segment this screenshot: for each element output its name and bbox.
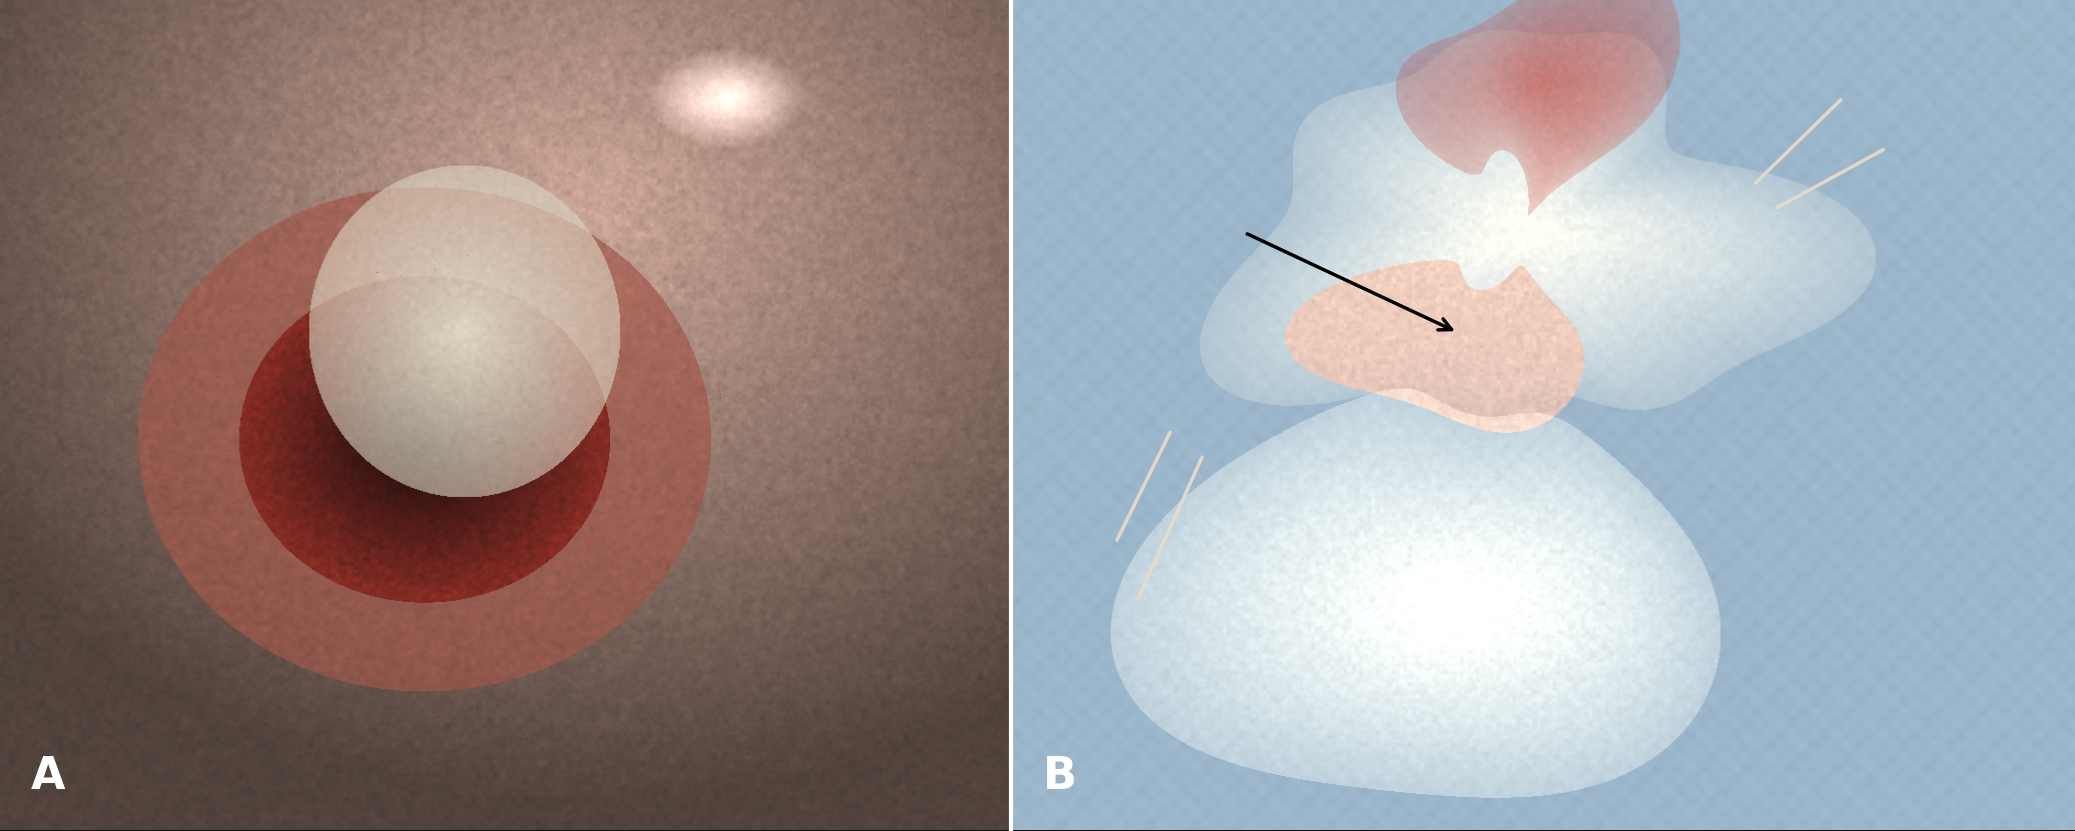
Text: B: B — [1042, 755, 1077, 798]
Text: A: A — [31, 755, 64, 798]
